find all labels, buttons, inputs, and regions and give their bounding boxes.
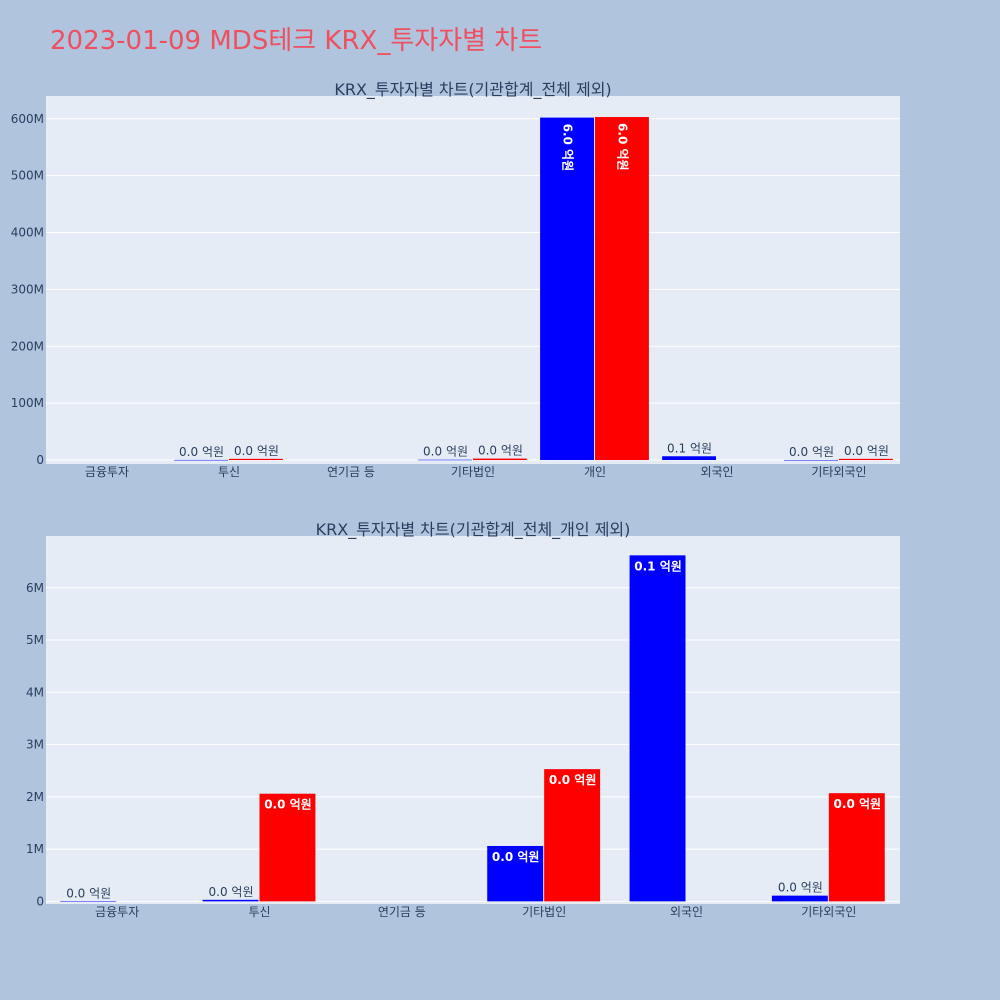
data-label: 0.0 억원 xyxy=(844,444,889,458)
bar xyxy=(60,901,117,902)
data-label: 0.0 억원 xyxy=(264,798,312,812)
main-title: 2023-01-09 MDS테크 KRX_투자자별 차트 xyxy=(50,26,542,56)
bar xyxy=(540,117,594,461)
data-label: 0.0 억원 xyxy=(778,881,823,895)
x-tick-label-기타법인: 기타법인 xyxy=(522,905,566,919)
data-label: 6.0 억원 xyxy=(615,123,629,171)
bar xyxy=(784,459,838,461)
plot-area xyxy=(46,536,900,904)
data-label: 0.0 억원 xyxy=(66,886,111,900)
bar xyxy=(473,458,527,461)
bar xyxy=(259,793,316,902)
chart-title: KRX_투자자별 차트(기관합계_전체_개인 제외) xyxy=(316,520,631,540)
y-tick-label: 200M xyxy=(11,339,44,353)
x-tick-label-기타법인: 기타법인 xyxy=(451,465,495,479)
y-tick-label: 0 xyxy=(36,894,44,908)
data-label: 0.0 억원 xyxy=(549,773,597,787)
data-label: 0.0 억원 xyxy=(834,797,882,811)
data-label: 6.0 억원 xyxy=(561,124,575,172)
plot-area xyxy=(46,96,900,464)
data-label: 0.0 억원 xyxy=(423,445,468,459)
y-tick-label: 400M xyxy=(11,226,44,240)
y-tick-label: 3M xyxy=(26,738,44,752)
bar xyxy=(487,845,544,902)
bar xyxy=(418,459,472,461)
data-label: 0.0 억원 xyxy=(209,885,254,899)
data-label: 0.1 억원 xyxy=(634,559,682,573)
y-tick-label: 100M xyxy=(11,396,44,410)
bar xyxy=(662,456,716,461)
bar xyxy=(839,458,893,461)
x-tick-label-연기금-등: 연기금 등 xyxy=(327,465,375,479)
bar xyxy=(202,899,259,902)
data-label: 0.0 억원 xyxy=(478,444,523,458)
bar xyxy=(629,555,686,902)
x-tick-label-개인: 개인 xyxy=(584,465,606,479)
y-tick-label: 300M xyxy=(11,282,44,296)
y-tick-label: 1M xyxy=(26,842,44,856)
x-tick-label-외국인: 외국인 xyxy=(700,465,733,479)
chart-bottom: KRX_투자자별 차트(기관합계_전체_개인 제외) 0 1M 2M 3M 4M 5M 6M 금… xyxy=(26,520,900,919)
data-label: 0.0 억원 xyxy=(789,445,834,459)
bar xyxy=(229,458,283,461)
x-tick-label-투신: 투신 xyxy=(218,465,240,479)
bar xyxy=(828,793,885,902)
y-tick-label: 0 xyxy=(36,453,44,467)
x-tick-label-연기금-등: 연기금 등 xyxy=(378,905,426,919)
data-label: 0.0 억원 xyxy=(179,445,224,459)
x-tick-label-기타외국인: 기타외국인 xyxy=(801,905,856,919)
y-tick-label: 2M xyxy=(26,790,44,804)
y-tick-label: 4M xyxy=(26,685,44,699)
bar xyxy=(595,117,649,461)
y-tick-label: 6M xyxy=(26,581,44,595)
y-tick-label: 5M xyxy=(26,633,44,647)
data-label: 0.0 억원 xyxy=(492,850,540,864)
bar xyxy=(544,769,601,902)
x-tick-label-투신: 투신 xyxy=(248,905,270,919)
bar xyxy=(771,895,828,902)
data-label: 0.1 억원 xyxy=(667,441,712,455)
bar xyxy=(174,459,228,461)
y-tick-label: 500M xyxy=(11,169,44,183)
chart-title: KRX_투자자별 차트(기관합계_전체 제외) xyxy=(334,80,611,100)
chart-top: KRX_투자자별 차트(기관합계_전체 제외) 0 100M 200M 300M 400M… xyxy=(11,80,900,479)
x-tick-label-기타외국인: 기타외국인 xyxy=(811,465,866,479)
data-label: 0.0 억원 xyxy=(234,444,279,458)
x-tick-label-금융투자: 금융투자 xyxy=(95,905,139,919)
x-tick-label-금융투자: 금융투자 xyxy=(85,465,129,479)
y-tick-label: 600M xyxy=(11,112,44,126)
x-tick-label-외국인: 외국인 xyxy=(670,905,703,919)
